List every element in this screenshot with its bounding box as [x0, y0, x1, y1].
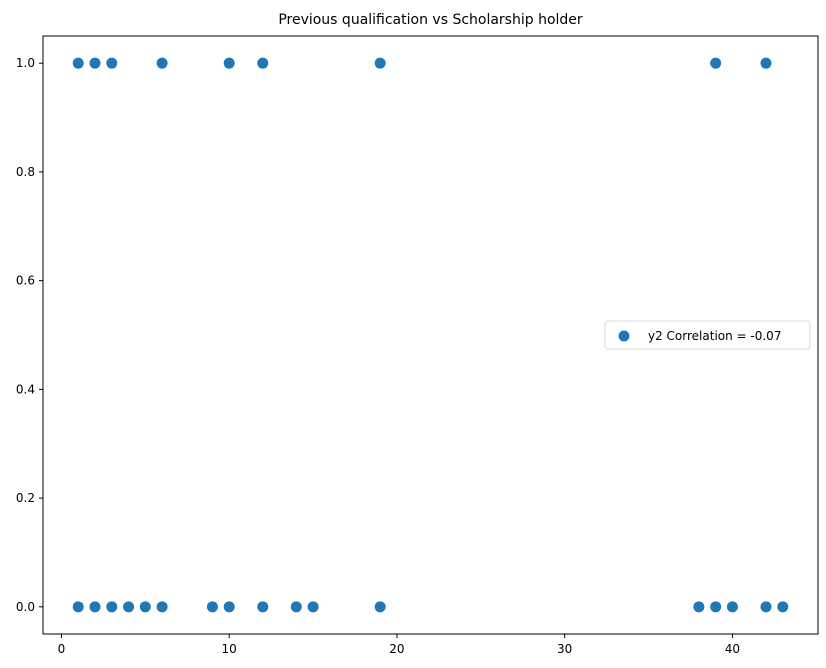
- legend-marker: [618, 330, 630, 342]
- y-tick-label: 0.4: [16, 382, 35, 396]
- data-point: [89, 601, 101, 613]
- points-layer: [72, 57, 789, 613]
- data-point: [106, 601, 118, 613]
- x-axis: 0 10 20 30 40: [58, 634, 740, 656]
- data-point: [156, 601, 168, 613]
- data-point: [307, 601, 319, 613]
- data-point: [290, 601, 302, 613]
- legend-box: [604, 320, 811, 350]
- y-tick-label: 0.8: [16, 165, 35, 179]
- data-point: [257, 601, 269, 613]
- x-tick-label: 0: [58, 642, 66, 656]
- data-point: [760, 601, 772, 613]
- data-point: [223, 601, 235, 613]
- data-point: [710, 57, 722, 69]
- data-point: [89, 57, 101, 69]
- data-point: [72, 57, 84, 69]
- x-tick-label: 20: [389, 642, 404, 656]
- data-point: [123, 601, 135, 613]
- data-point: [257, 57, 269, 69]
- x-tick-label: 30: [557, 642, 572, 656]
- data-point: [139, 601, 151, 613]
- chart-title: Previous qualification vs Scholarship ho…: [278, 12, 583, 28]
- data-point: [777, 601, 789, 613]
- data-point: [106, 57, 118, 69]
- data-point: [374, 601, 386, 613]
- y-tick-label: 0.6: [16, 274, 35, 288]
- data-point: [374, 57, 386, 69]
- plot-area: 0 10 20 30 40 0.0 0.2 0.4 0.6 0.8 1.0 y2 Correlat…: [16, 35, 819, 656]
- data-point: [223, 57, 235, 69]
- data-point: [693, 601, 705, 613]
- legend: y2 Correlation = -0.07: [604, 320, 811, 350]
- y-tick-label: 1.0: [16, 56, 35, 70]
- data-point: [72, 601, 84, 613]
- legend-label: y2 Correlation = -0.07: [648, 329, 781, 343]
- data-point: [760, 57, 772, 69]
- y-axis: 0.0 0.2 0.4 0.6 0.8 1.0: [16, 56, 43, 614]
- data-point: [726, 601, 738, 613]
- y-tick-label: 0.0: [16, 600, 35, 614]
- x-tick-label: 40: [725, 642, 740, 656]
- data-point: [710, 601, 722, 613]
- axes-frame: [42, 35, 819, 635]
- data-point: [156, 57, 168, 69]
- x-tick-label: 10: [222, 642, 237, 656]
- data-point: [206, 601, 218, 613]
- y-tick-label: 0.2: [16, 491, 35, 505]
